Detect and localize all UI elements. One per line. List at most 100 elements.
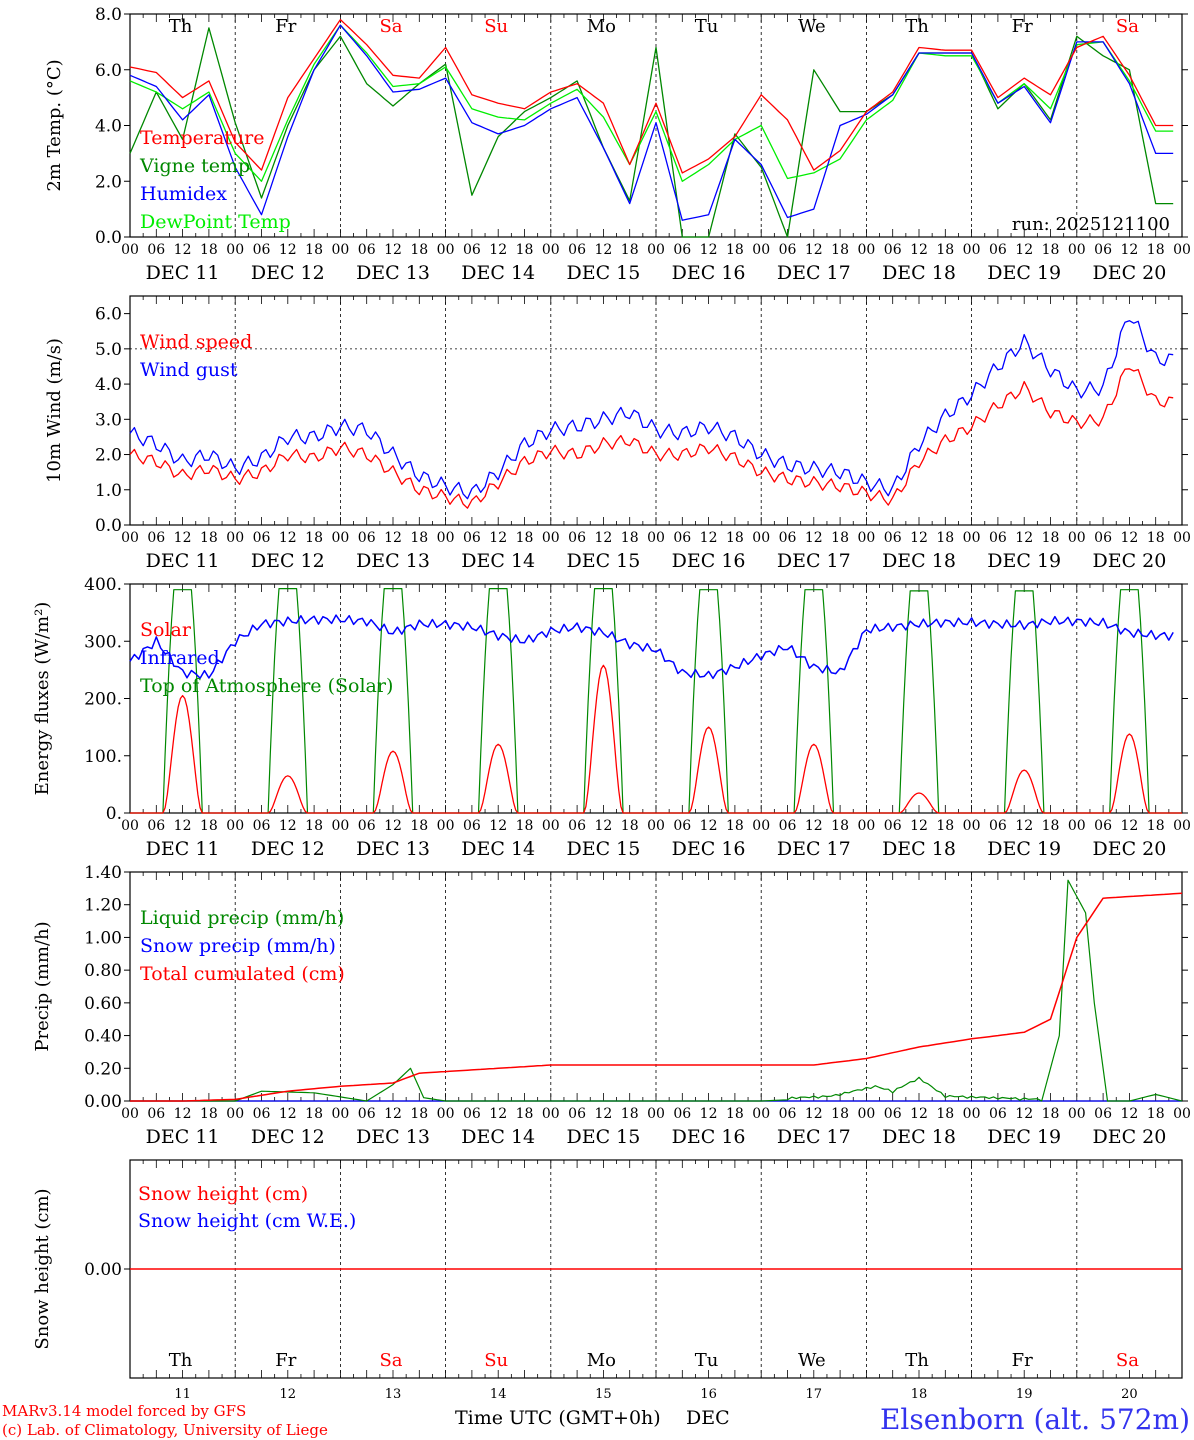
- y-tick-label-flux: 200.: [84, 690, 122, 710]
- x-hour-label-flux: 06: [884, 818, 902, 834]
- legend-entry-flux: Solar: [140, 619, 192, 641]
- x-hour-label-flux: 12: [805, 818, 823, 834]
- y-tick-label-precip: 1.00: [84, 928, 122, 948]
- x-hour-label-precip: 18: [410, 1106, 428, 1122]
- legend-entry-temp: Vigne temp: [139, 155, 250, 177]
- x-hour-label-temp: 00: [1173, 242, 1191, 258]
- x-hour-label-temp: 00: [752, 242, 770, 258]
- y-tick-label-snow: 0.00: [84, 1260, 122, 1280]
- legend-entry-temp: Humidex: [140, 183, 227, 205]
- legend-entry-snow: Snow height (cm W.E.): [138, 1210, 356, 1232]
- x-day-label-flux: DEC 15: [566, 838, 640, 860]
- x-hour-label-flux: 06: [358, 818, 376, 834]
- x-hour-label-temp: 12: [279, 242, 297, 258]
- x-hour-label-precip: 18: [1042, 1106, 1060, 1122]
- x-hour-label-temp: 12: [700, 242, 718, 258]
- x-hour-label-precip: 18: [726, 1106, 744, 1122]
- x-hour-label-precip: 00: [226, 1106, 244, 1122]
- x-hour-label-wind: 06: [1094, 530, 1112, 546]
- x-day-label-temp: DEC 17: [777, 262, 851, 284]
- y-tick-label-temp: 2.0: [95, 172, 122, 192]
- x-hour-label-flux: 18: [305, 818, 323, 834]
- x-axis-title: Time UTC (GMT+0h): [455, 1407, 661, 1429]
- weekday-label-top: Th: [169, 16, 193, 37]
- x-hour-label-wind: 12: [279, 530, 297, 546]
- x-day-label-temp: DEC 15: [566, 262, 640, 284]
- x-hour-label-precip: 00: [331, 1106, 349, 1122]
- x-hour-label-wind: 18: [516, 530, 534, 546]
- x-hour-label-wind: 06: [884, 530, 902, 546]
- x-hour-label-wind: 18: [621, 530, 639, 546]
- y-tick-label-temp: 6.0: [95, 61, 122, 81]
- x-hour-label-temp: 18: [726, 242, 744, 258]
- x-hour-label-wind: 12: [174, 530, 192, 546]
- series-line-infrared: [129, 614, 1174, 680]
- x-hour-label-temp: 18: [516, 242, 534, 258]
- x-hour-label-precip: 00: [647, 1106, 665, 1122]
- x-hour-label-temp: 18: [936, 242, 954, 258]
- x-hour-label-precip: 00: [963, 1106, 981, 1122]
- day-number-label: 14: [490, 1387, 507, 1402]
- x-hour-label-wind: 18: [1042, 530, 1060, 546]
- weekday-label-bottom: Fr: [275, 1350, 296, 1371]
- x-day-label-wind: DEC 20: [1092, 550, 1166, 572]
- credit-line-2: (c) Lab. of Climatology, University of L…: [2, 1421, 328, 1439]
- x-hour-label-wind: 12: [489, 530, 507, 546]
- series-line-total: [130, 892, 1183, 1102]
- x-hour-label-temp: 12: [910, 242, 928, 258]
- x-day-label-wind: DEC 18: [882, 550, 956, 572]
- x-hour-label-temp: 18: [1042, 242, 1060, 258]
- x-hour-label-temp: 06: [568, 242, 586, 258]
- series-line-solar: [130, 664, 1182, 814]
- y-tick-label-wind: 1.0: [95, 481, 122, 501]
- x-day-label-wind: DEC 11: [146, 550, 220, 572]
- x-day-label-precip: DEC 13: [356, 1126, 430, 1148]
- x-hour-label-wind: 06: [568, 530, 586, 546]
- y-tick-label-wind: 2.0: [95, 446, 122, 466]
- x-hour-label-wind: 12: [1120, 530, 1138, 546]
- x-hour-label-flux: 00: [437, 818, 455, 834]
- x-day-label-flux: DEC 17: [777, 838, 851, 860]
- x-hour-label-temp: 00: [226, 242, 244, 258]
- x-hour-label-temp: 06: [358, 242, 376, 258]
- x-hour-label-temp: 12: [1120, 242, 1138, 258]
- x-hour-label-precip: 18: [831, 1106, 849, 1122]
- series-line-temp: [129, 27, 1174, 238]
- x-hour-label-wind: 06: [463, 530, 481, 546]
- x-hour-label-temp: 18: [621, 242, 639, 258]
- x-hour-label-temp: 00: [437, 242, 455, 258]
- legend-entry-wind: Wind speed: [140, 331, 252, 353]
- weekday-label-top: Tu: [695, 16, 719, 37]
- x-hour-label-temp: 12: [489, 242, 507, 258]
- x-hour-label-temp: 18: [831, 242, 849, 258]
- x-hour-label-precip: 06: [989, 1106, 1007, 1122]
- legend-entry-snow: Snow height (cm): [138, 1183, 308, 1205]
- x-hour-label-temp: 06: [673, 242, 691, 258]
- x-hour-label-temp: 18: [410, 242, 428, 258]
- x-hour-label-precip: 06: [147, 1106, 165, 1122]
- x-axis-month: DEC: [686, 1407, 730, 1429]
- series-line-liquid: [130, 879, 1183, 1102]
- x-hour-label-wind: 06: [989, 530, 1007, 546]
- day-number-label: 13: [385, 1387, 402, 1402]
- x-hour-label-flux: 06: [779, 818, 797, 834]
- x-hour-label-temp: 12: [594, 242, 612, 258]
- x-hour-label-wind: 00: [437, 530, 455, 546]
- x-hour-label-precip: 12: [594, 1106, 612, 1122]
- series-line-temp: [129, 24, 1174, 221]
- x-hour-label-wind: 18: [936, 530, 954, 546]
- x-hour-label-wind: 12: [805, 530, 823, 546]
- y-tick-label-precip: 1.40: [84, 863, 122, 883]
- x-hour-label-flux: 00: [752, 818, 770, 834]
- y-tick-label-temp: 0.0: [95, 228, 122, 248]
- y-tick-label-temp: 8.0: [95, 5, 122, 25]
- x-hour-label-temp: 00: [963, 242, 981, 258]
- x-hour-label-flux: 18: [726, 818, 744, 834]
- x-hour-label-flux: 12: [279, 818, 297, 834]
- weekday-label-bottom: We: [798, 1350, 826, 1371]
- x-day-label-flux: DEC 20: [1092, 838, 1166, 860]
- x-hour-label-precip: 00: [437, 1106, 455, 1122]
- x-hour-label-flux: 06: [989, 818, 1007, 834]
- legend-entry-temp: DewPoint Temp: [140, 211, 291, 233]
- x-hour-label-temp: 06: [147, 242, 165, 258]
